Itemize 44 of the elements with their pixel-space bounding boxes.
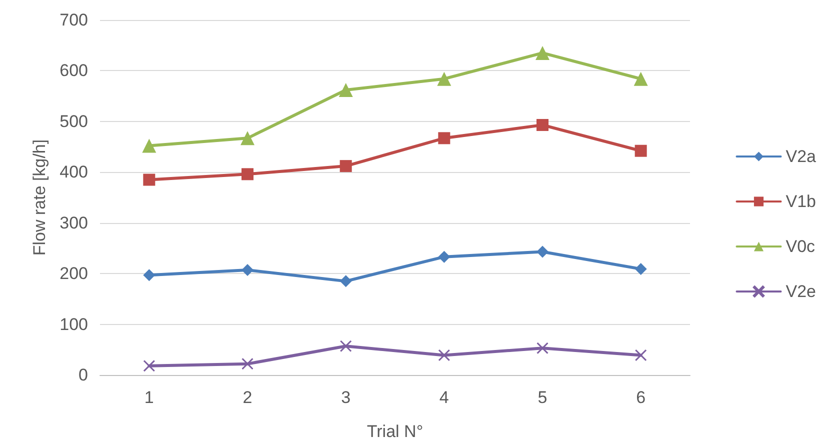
y-axis-title: Flow rate [kg/h] <box>30 139 49 256</box>
y-tick-label: 700 <box>60 10 88 30</box>
point <box>634 72 648 86</box>
y-tick-label: 100 <box>60 314 88 334</box>
point <box>437 72 452 86</box>
point <box>536 246 548 258</box>
point <box>143 269 156 282</box>
point <box>536 118 548 131</box>
point <box>143 360 155 372</box>
point <box>142 138 156 153</box>
legend-label: V2a <box>786 147 817 166</box>
x-tick-label: 5 <box>538 388 548 407</box>
point <box>634 144 647 157</box>
point <box>438 349 450 361</box>
point <box>438 250 450 263</box>
point <box>635 349 647 361</box>
x-axis-title: Trial N° <box>366 422 424 441</box>
legend-label: V1b <box>786 192 816 211</box>
point <box>536 342 548 354</box>
point <box>340 275 352 288</box>
point <box>438 132 450 144</box>
point <box>340 340 352 352</box>
x-tick-label: 3 <box>341 388 351 407</box>
point <box>634 263 647 276</box>
y-tick-label: 0 <box>78 366 88 384</box>
legend-label: V0c <box>786 237 816 256</box>
legend-label: V2e <box>786 282 816 301</box>
point <box>242 168 254 180</box>
y-tick-label: 200 <box>60 264 88 284</box>
point <box>242 358 254 370</box>
point <box>338 82 353 97</box>
x-tick-label: 1 <box>144 388 154 407</box>
y-tick-label: 600 <box>60 61 88 80</box>
point <box>240 131 254 146</box>
y-tick-label: 400 <box>60 162 88 182</box>
x-tick-label: 6 <box>636 388 646 407</box>
point <box>242 264 254 276</box>
x-tick-label: 4 <box>439 388 449 407</box>
y-tick-label: 300 <box>60 213 88 232</box>
y-tick-label: 500 <box>60 112 88 131</box>
point <box>340 160 352 172</box>
x-tick-label: 2 <box>242 388 252 407</box>
point <box>143 174 156 186</box>
point <box>536 46 550 60</box>
